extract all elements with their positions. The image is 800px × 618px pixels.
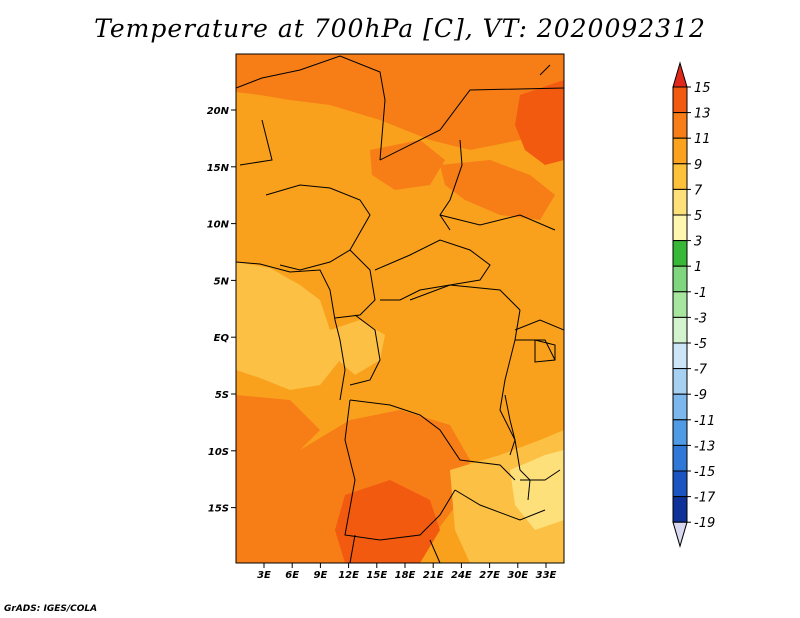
lat-tick-label: 15S xyxy=(208,504,229,515)
lat-tick-label: 10N xyxy=(207,220,230,231)
colorbar-label: -17 xyxy=(694,491,716,506)
field-11-east xyxy=(440,160,555,220)
lat-tick-label: 15N xyxy=(207,163,230,174)
lon-tick-label: 24E xyxy=(451,570,472,581)
border-mali-niger xyxy=(239,119,273,166)
colorbar-segment xyxy=(672,316,688,344)
lon-tick-label: 27E xyxy=(479,570,500,581)
border-drc-north xyxy=(409,284,521,311)
border-sudan-south xyxy=(439,214,556,231)
field-13-northeast xyxy=(515,80,564,165)
border-lake-victoria xyxy=(534,339,556,363)
latitude-axis: 20N 15N 10N 5N EQ 5S 10S 15S xyxy=(207,106,236,515)
colorbar-label: 3 xyxy=(694,235,702,250)
border-drc-east xyxy=(499,309,521,471)
border-tanzania xyxy=(514,319,564,331)
temperature-field xyxy=(236,54,564,563)
colorbar-segment xyxy=(672,496,688,523)
colorbar-segment xyxy=(672,291,688,318)
border-lake-tanganyika xyxy=(504,394,516,456)
border-angola xyxy=(344,399,456,541)
grads-credit: GrADS: IGES/COLA xyxy=(4,604,98,614)
border-namibia xyxy=(349,534,356,563)
border-redsea-coast xyxy=(539,64,551,76)
colorbar-label: 9 xyxy=(694,158,702,173)
border-nigeria xyxy=(265,184,371,271)
colorbar-label: -11 xyxy=(694,414,715,429)
colorbar-segment xyxy=(672,163,688,190)
colorbar-segment xyxy=(672,188,688,216)
colorbar-top-arrow xyxy=(672,61,688,88)
colorbar-label: 11 xyxy=(694,132,711,147)
lat-tick-label: 5N xyxy=(214,276,230,287)
border-uganda xyxy=(515,339,556,361)
lon-tick-label: 15E xyxy=(366,570,387,581)
colorbar-bottom-arrow xyxy=(672,521,688,548)
field-7-gulf xyxy=(236,262,340,390)
field-5-southeast xyxy=(510,450,564,530)
colorbar-label: -19 xyxy=(694,516,715,531)
colorbar-label: 15 xyxy=(694,81,711,96)
map-frame xyxy=(235,53,565,564)
border-car xyxy=(374,239,491,301)
colorbar-segment xyxy=(672,342,688,370)
colorbar-label: -7 xyxy=(694,363,708,378)
colorbar-segment xyxy=(672,112,688,139)
colorbar-segment xyxy=(672,137,688,165)
colorbar: 15 13 11 9 7 5 3 1 -1 -3 -5 -7 -9 -11 -13 -15 -17 -19 xyxy=(672,61,716,548)
colorbar-segment xyxy=(672,240,688,267)
colorbar-label: -1 xyxy=(694,286,707,301)
border-coast-west xyxy=(236,261,346,401)
border-algeria-niger xyxy=(236,55,386,161)
colorbar-segment xyxy=(672,265,688,293)
colorbar-label: -13 xyxy=(694,439,715,454)
field-13-angola xyxy=(335,480,440,563)
country-borders xyxy=(236,55,564,563)
lon-tick-label: 33E xyxy=(536,570,557,581)
lon-tick-label: 9E xyxy=(314,570,328,581)
colorbar-label: -3 xyxy=(694,311,707,326)
colorbar-label: -15 xyxy=(694,465,715,480)
colorbar-segment xyxy=(672,214,688,242)
colorbar-segment xyxy=(672,419,688,446)
border-zambia xyxy=(454,489,546,521)
colorbar-segment xyxy=(672,368,688,395)
lon-tick-label: 30E xyxy=(507,570,528,581)
colorbar-label: 5 xyxy=(694,209,702,224)
field-11-westcoast xyxy=(236,395,320,450)
colorbar-label: -9 xyxy=(694,388,707,403)
border-mozambique xyxy=(520,469,561,481)
border-congo xyxy=(349,314,381,386)
lon-tick-label: 21E xyxy=(423,570,444,581)
colorbar-label: 1 xyxy=(694,260,702,275)
lat-tick-label: EQ xyxy=(214,333,230,344)
colorbar-label: 7 xyxy=(694,183,703,198)
field-11-chad xyxy=(370,140,445,190)
colorbar-segment xyxy=(672,86,688,114)
border-botswana xyxy=(429,539,441,563)
lon-tick-label: 6E xyxy=(285,570,299,581)
border-chad-east xyxy=(439,139,463,231)
lon-tick-label: 12E xyxy=(338,570,359,581)
colorbar-segment xyxy=(672,470,688,498)
field-11-north xyxy=(236,54,564,150)
colorbar-segment xyxy=(672,393,688,421)
lat-tick-label: 10S xyxy=(208,447,229,458)
border-chad-sudan xyxy=(379,87,564,161)
border-cameroon xyxy=(334,249,376,319)
map-title: Temperature at 700hPa [C], VT: 202009231… xyxy=(94,14,706,43)
lat-tick-label: 5S xyxy=(215,390,229,401)
border-drc-south xyxy=(349,399,516,481)
lon-tick-label: 18E xyxy=(395,570,416,581)
border-lake-malawi xyxy=(519,469,531,501)
lat-tick-label: 20N xyxy=(207,106,230,117)
colorbar-label: -5 xyxy=(694,337,707,352)
colorbar-label: 13 xyxy=(694,107,711,122)
longitude-axis: 3E 6E 9E 12E 15E 18E 21E 24E 27E 30E 33E xyxy=(257,563,557,581)
lon-tick-label: 3E xyxy=(257,570,271,581)
colorbar-segment xyxy=(672,444,688,472)
